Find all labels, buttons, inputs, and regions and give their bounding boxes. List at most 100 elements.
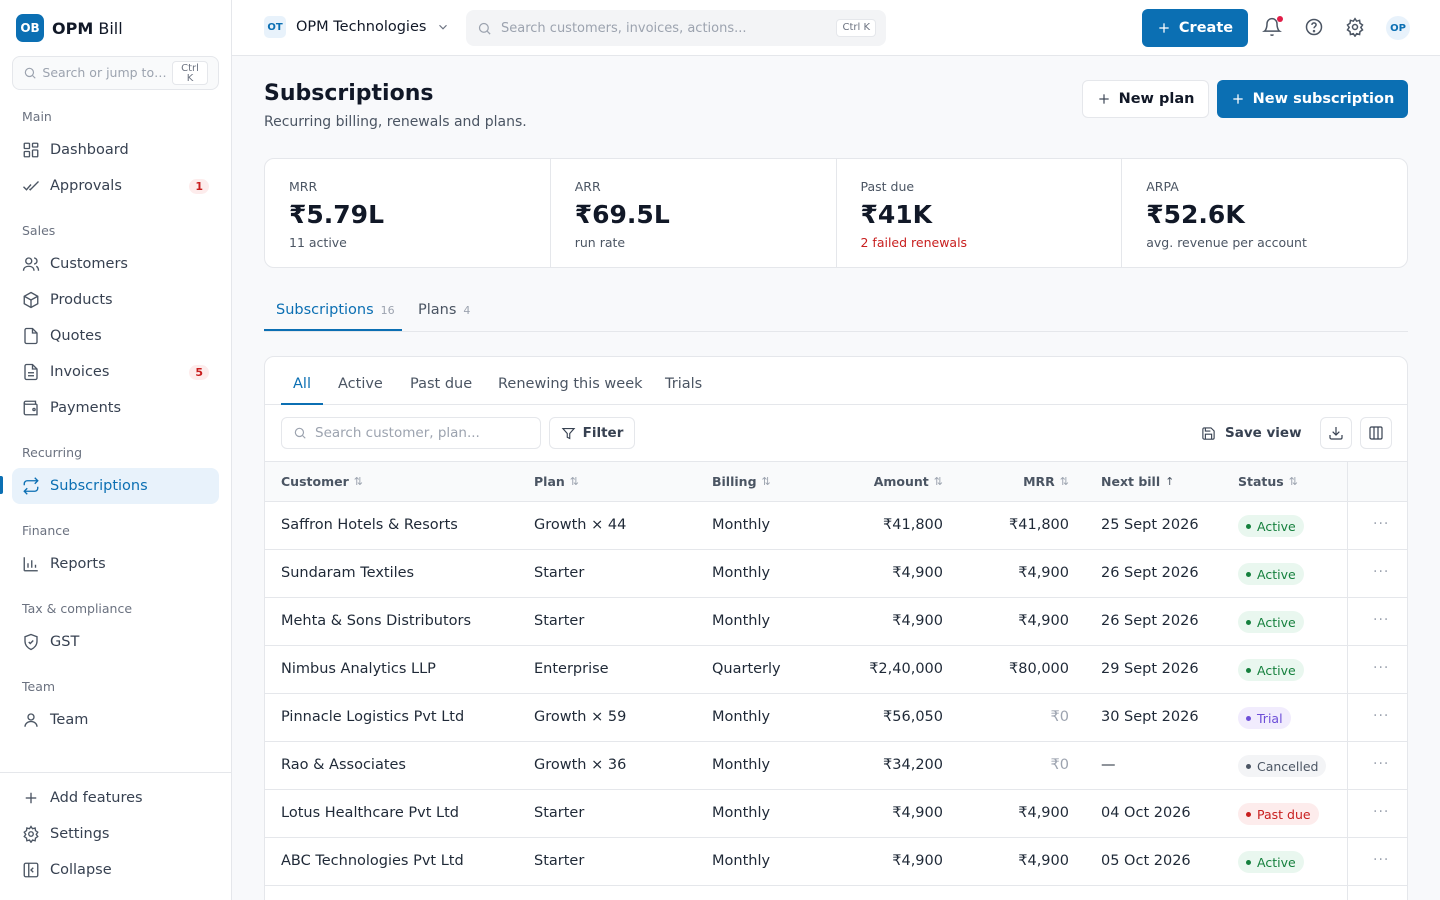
col-amount[interactable]: Amount ⇅	[825, 474, 943, 489]
add-features-label: Add features	[50, 790, 143, 806]
table-row[interactable]: Rao & Associates Growth × 36 Monthly ₹34,20…	[265, 742, 1407, 790]
gear-icon[interactable]	[1345, 17, 1365, 37]
cell-amount: ₹4,900	[892, 565, 943, 581]
col-label: Customer	[281, 474, 349, 489]
columns-button[interactable]	[1360, 417, 1392, 449]
tab-plans[interactable]: Plans 4	[418, 302, 470, 318]
status-label: Cancelled	[1257, 758, 1319, 774]
col-label: Billing	[712, 474, 757, 489]
cell-customer[interactable]: Saffron Hotels & Resorts	[281, 517, 458, 533]
sort-icon: ⇅	[1059, 475, 1069, 488]
invoices-badge: 5	[189, 364, 209, 380]
add-features-button[interactable]: Add features	[12, 780, 219, 816]
sidebar-item-quotes[interactable]: Quotes	[12, 318, 219, 354]
table-row[interactable]: Lotus Healthcare Pvt Ltd Starter Monthly ₹4…	[265, 790, 1407, 838]
more-icon[interactable]: ···	[1373, 660, 1390, 676]
collapse-button[interactable]: Collapse	[12, 852, 219, 888]
sidebar-item-dashboard[interactable]: Dashboard	[12, 132, 219, 168]
col-mrr[interactable]: MRR ⇅	[955, 474, 1069, 489]
cell-mrr: ₹4,900	[1018, 805, 1069, 821]
bell-icon[interactable]	[1262, 17, 1282, 37]
col-label: MRR	[1023, 474, 1055, 489]
repeat-icon	[23, 477, 39, 495]
col-customer[interactable]: Customer ⇅	[281, 474, 363, 489]
col-status[interactable]: Status ⇅	[1238, 474, 1298, 489]
filter-tab-trials[interactable]: Trials	[665, 376, 703, 392]
filter-button[interactable]: Filter	[549, 417, 635, 449]
stat-value: ₹41K	[860, 200, 933, 229]
status-label: Active	[1257, 662, 1296, 678]
wallet-icon	[23, 400, 38, 416]
settings-link[interactable]: Settings	[12, 816, 219, 852]
cell-mrr: ₹4,900	[1018, 853, 1069, 869]
more-icon[interactable]: ···	[1373, 756, 1390, 772]
tab-subscriptions[interactable]: Subscriptions 16	[276, 302, 395, 318]
global-search-input[interactable]: Search customers, invoices, actions... C…	[466, 10, 886, 46]
sidebar-item-team[interactable]: Team	[12, 702, 219, 738]
page-subtitle: Recurring billing, renewals and plans.	[264, 114, 527, 130]
sidebar-item-gst[interactable]: GST	[12, 624, 219, 660]
new-plan-button[interactable]: New plan	[1082, 80, 1209, 118]
more-icon[interactable]: ···	[1373, 804, 1390, 820]
cell-customer[interactable]: Mehta & Sons Distributors	[281, 613, 472, 629]
cell-next-bill: 05 Oct 2026	[1101, 853, 1191, 869]
col-next-bill[interactable]: Next bill ↑	[1101, 474, 1174, 489]
more-icon[interactable]: ···	[1373, 612, 1390, 628]
avatar[interactable]: OP	[1386, 16, 1410, 40]
brand[interactable]: OB OPM Bill	[16, 14, 123, 42]
stat-label: ARR	[574, 179, 601, 194]
cell-customer[interactable]: Pinnacle Logistics Pvt Ltd	[281, 709, 465, 725]
cell-customer[interactable]: Lotus Healthcare Pvt Ltd	[281, 805, 459, 821]
table-row[interactable]: Sundaram Textiles Starter Monthly ₹4,900 ₹4,…	[265, 550, 1407, 598]
help-icon[interactable]	[1304, 17, 1324, 37]
table-search-input[interactable]: Search customer, plan...	[281, 417, 541, 449]
sidebar-item-payments[interactable]: Payments	[12, 390, 219, 426]
filter-tab-active[interactable]: Active	[338, 376, 383, 392]
table-row[interactable]: Saffron Hotels & Resorts Growth × 44 Month…	[265, 502, 1407, 550]
cell-customer[interactable]: Sundaram Textiles	[281, 565, 415, 581]
download-icon	[1329, 427, 1343, 440]
table-row[interactable]: ABC Technologies Pvt Ltd Starter Monthly ₹4…	[265, 838, 1407, 886]
sidebar-item-products[interactable]: Products	[12, 282, 219, 318]
sidebar-item-approvals[interactable]: Approvals 1	[12, 168, 219, 204]
more-icon[interactable]: ···	[1373, 852, 1390, 868]
col-billing[interactable]: Billing ⇅	[712, 474, 771, 489]
cell-mrr: ₹0	[1050, 709, 1069, 725]
cell-customer[interactable]: ABC Technologies Pvt Ltd	[281, 853, 464, 869]
create-button[interactable]: Create	[1142, 9, 1248, 47]
cell-amount: ₹41,800	[883, 517, 943, 533]
cell-billing: Monthly	[712, 757, 771, 773]
download-button[interactable]	[1320, 417, 1352, 449]
table-row[interactable]: Pinnacle Logistics Pvt Ltd Growth × 59 Mon…	[265, 694, 1407, 742]
sidebar-item-reports[interactable]: Reports	[12, 546, 219, 582]
more-icon[interactable]: ···	[1373, 516, 1390, 532]
cell-mrr: ₹41,800	[1009, 517, 1069, 533]
more-icon[interactable]: ···	[1373, 708, 1390, 724]
stat-label: Past due	[860, 179, 915, 194]
cell-plan: Starter	[534, 805, 585, 821]
save-view-button[interactable]: Save view	[1201, 417, 1302, 449]
org-switcher[interactable]: OT OPM Technologies	[264, 16, 450, 38]
col-plan[interactable]: Plan ⇅	[534, 474, 579, 489]
sidebar-item-customers[interactable]: Customers	[12, 246, 219, 282]
cell-next-bill: 29 Sept 2026	[1101, 661, 1199, 677]
cell-customer[interactable]: Rao & Associates	[281, 757, 406, 773]
table-row[interactable]: Nimbus Analytics LLP Enterprise Quarterly ₹…	[265, 646, 1407, 694]
sidebar-item-label: Reports	[50, 556, 106, 572]
more-icon[interactable]: ···	[1373, 564, 1390, 580]
section-team: Team	[22, 679, 56, 694]
cell-plan: Starter	[534, 853, 585, 869]
filter-tab-all[interactable]: All	[293, 376, 311, 392]
sidebar-item-subscriptions[interactable]: Subscriptions	[12, 468, 219, 504]
filter-tab-past-due[interactable]: Past due	[410, 376, 473, 392]
brand-logo: OB	[16, 14, 44, 42]
sidebar-search-input[interactable]: Search or jump to… Ctrl K	[12, 56, 219, 90]
sidebar-item-invoices[interactable]: Invoices 5	[12, 354, 219, 390]
new-subscription-button[interactable]: New subscription	[1217, 80, 1408, 118]
table-header: Customer ⇅ Plan ⇅ Billing ⇅ Amount ⇅ MRR ⇅ Ne…	[265, 461, 1407, 502]
table-row[interactable]: Mehta & Sons Distributors Starter Monthly ₹…	[265, 598, 1407, 646]
cell-next-bill: 04 Oct 2026	[1101, 805, 1191, 821]
stat-sub: run rate	[574, 235, 626, 250]
cell-customer[interactable]: Nimbus Analytics LLP	[281, 661, 436, 677]
filter-tab-renewing[interactable]: Renewing this week	[498, 376, 643, 392]
